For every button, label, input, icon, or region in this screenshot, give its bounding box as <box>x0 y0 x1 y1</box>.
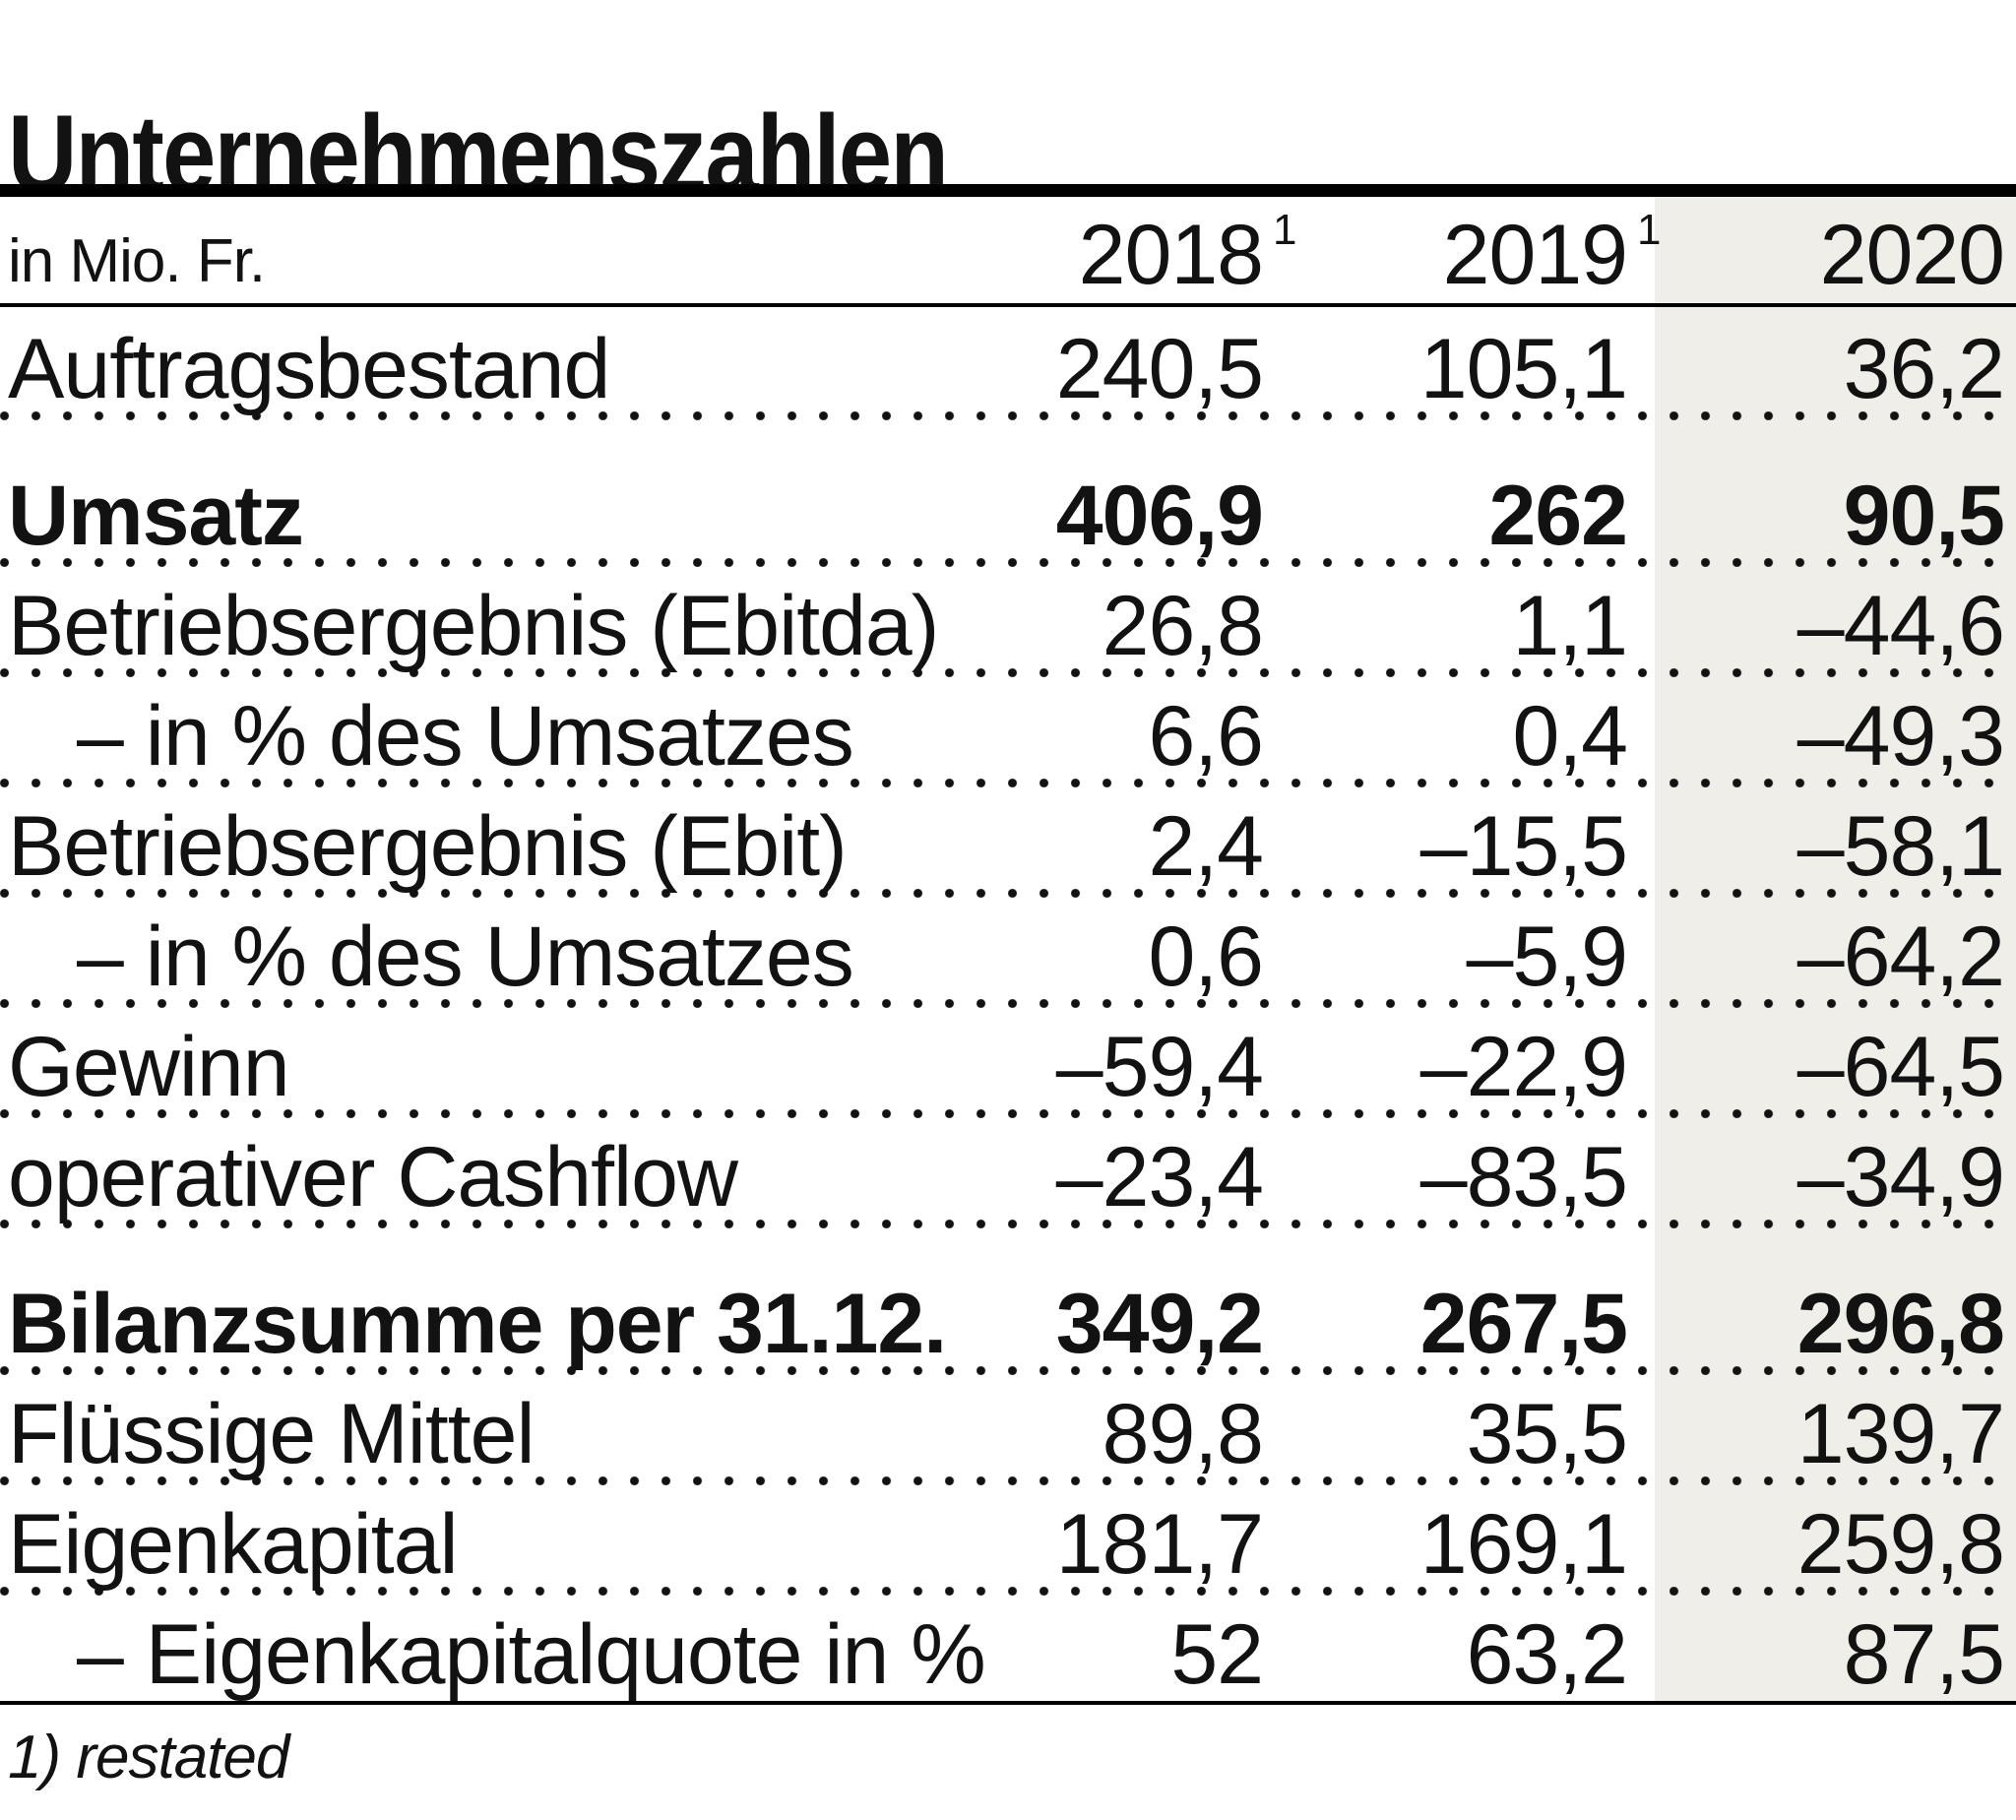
value-2020: –34,9 <box>1796 1130 2005 1224</box>
value-2019: 35,5 <box>1466 1387 1628 1481</box>
value-2019: –15,5 <box>1419 799 1628 894</box>
row-label: Betriebsergebnis (Ebitda) <box>8 579 939 673</box>
row-label: – Eigenkapitalquote in % <box>77 1607 986 1702</box>
value-2020: 296,8 <box>1796 1277 2005 1371</box>
value-2018: 0,6 <box>1148 910 1264 1004</box>
value-2019: 63,2 <box>1466 1607 1628 1702</box>
highlight-column-2020 <box>1655 197 2016 1701</box>
value-2019: 262 <box>1488 469 1629 563</box>
value-2019: –83,5 <box>1419 1130 1628 1224</box>
value-2018: 52 <box>1170 1607 1264 1702</box>
table-header: in Mio. Fr. 2018 1 2019 1 2020 <box>0 197 2016 303</box>
table-bottom-rule <box>0 1701 2016 1705</box>
row-label: operativer Cashflow <box>8 1130 738 1224</box>
row-label: Eigenkapital <box>8 1497 459 1592</box>
header-rule <box>0 303 2016 307</box>
table-row: Umsatz 406,9 262 90,5 <box>0 415 2016 567</box>
year-label: 2020 <box>1819 208 2005 302</box>
value-2019: 1,1 <box>1512 579 1628 673</box>
table-row: – Eigenkapitalquote in % 52 63,2 87,5 <box>0 1591 2016 1701</box>
table-row: Auftragsbestand 240,5 105,1 36,2 <box>0 305 2016 420</box>
row-label: Bilanzsumme per 31.12. <box>8 1277 947 1371</box>
value-2018: 2,4 <box>1148 799 1264 894</box>
title-rule <box>0 184 2016 197</box>
footnote: 1) restated <box>8 1724 289 1791</box>
value-2018: 349,2 <box>1055 1277 1264 1371</box>
table-row: Eigenkapital 181,7 169,1 259,8 <box>0 1480 2016 1596</box>
value-2020: 90,5 <box>1843 469 2005 563</box>
year-label: 2018 <box>1078 208 1264 302</box>
table-row: Betriebsergebnis (Ebitda) 26,8 1,1 –44,6 <box>0 562 2016 677</box>
value-2020: –49,3 <box>1796 689 2005 784</box>
table-row: Flüssige Mittel 89,8 35,5 139,7 <box>0 1370 2016 1485</box>
value-2019: –5,9 <box>1466 910 1628 1004</box>
table-row: Bilanzsumme per 31.12. 349,2 267,5 296,8 <box>0 1224 2016 1375</box>
row-label: – in % des Umsatzes <box>77 910 854 1004</box>
value-2020: –64,2 <box>1796 910 2005 1004</box>
column-header-2018: 2018 1 <box>1056 209 1297 298</box>
value-2020: –64,5 <box>1796 1020 2005 1114</box>
row-label: Umsatz <box>8 469 304 563</box>
column-header-2020: 2020 <box>1627 213 2016 297</box>
value-2018: –23,4 <box>1055 1130 1264 1224</box>
value-2020: –58,1 <box>1796 799 2005 894</box>
footnote-mark: 1 <box>1273 206 1297 254</box>
value-2020: 259,8 <box>1796 1497 2005 1592</box>
value-2019: 105,1 <box>1419 322 1628 416</box>
table-row: Betriebsergebnis (Ebit) 2,4 –15,5 –58,1 <box>0 783 2016 898</box>
value-2018: 6,6 <box>1148 689 1264 784</box>
table-row: Gewinn –59,4 –22,9 –64,5 <box>0 1003 2016 1118</box>
year-label: 2019 <box>1442 208 1628 302</box>
table-body: Auftragsbestand 240,5 105,1 36,2 Umsatz … <box>0 305 2016 1701</box>
value-2018: 26,8 <box>1102 579 1264 673</box>
value-2020: 139,7 <box>1796 1387 2005 1481</box>
row-label: Betriebsergebnis (Ebit) <box>8 799 848 894</box>
value-2019: 169,1 <box>1419 1497 1628 1592</box>
value-2020: 36,2 <box>1843 322 2005 416</box>
value-2018: 89,8 <box>1102 1387 1264 1481</box>
footnote-mark: 1 <box>1637 206 1662 254</box>
row-label: – in % des Umsatzes <box>77 689 854 784</box>
value-2020: 87,5 <box>1843 1607 2005 1702</box>
value-2018: 406,9 <box>1055 469 1264 563</box>
column-header-2019: 2019 1 <box>1263 209 1662 298</box>
value-2018: –59,4 <box>1055 1020 1264 1114</box>
unit-label: in Mio. Fr. <box>8 227 266 295</box>
value-2019: 267,5 <box>1419 1277 1628 1371</box>
value-2020: –44,6 <box>1796 579 2005 673</box>
table-row: – in % des Umsatzes 0,6 –5,9 –64,2 <box>0 893 2016 1008</box>
value-2018: 181,7 <box>1055 1497 1264 1592</box>
value-2018: 240,5 <box>1055 322 1264 416</box>
table-row: – in % des Umsatzes 6,6 0,4 –49,3 <box>0 672 2016 787</box>
table-row: operativer Cashflow –23,4 –83,5 –34,9 <box>0 1113 2016 1228</box>
value-2019: 0,4 <box>1512 689 1628 784</box>
row-label: Gewinn <box>8 1020 290 1114</box>
row-label: Flüssige Mittel <box>8 1387 536 1481</box>
value-2019: –22,9 <box>1419 1020 1628 1114</box>
row-label: Auftragsbestand <box>8 322 610 416</box>
